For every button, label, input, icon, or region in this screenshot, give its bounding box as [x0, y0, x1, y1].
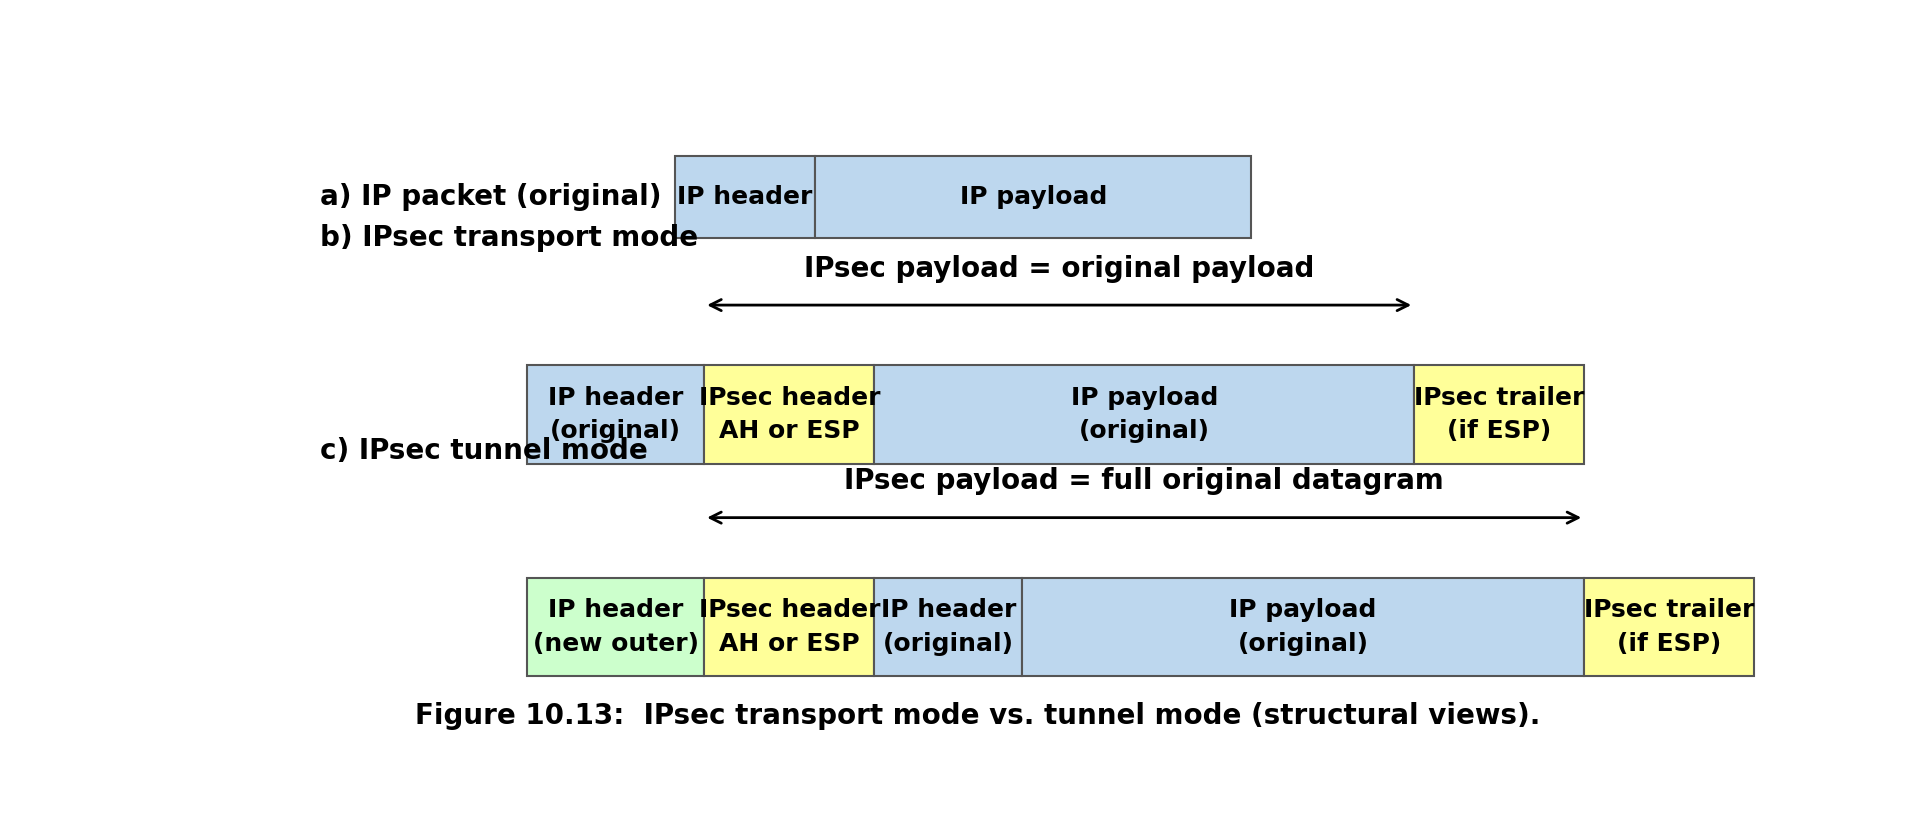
FancyBboxPatch shape	[873, 578, 1022, 677]
Text: IP header
(original): IP header (original)	[547, 386, 683, 443]
Text: Figure 10.13:  IPsec transport mode vs. tunnel mode (structural views).: Figure 10.13: IPsec transport mode vs. t…	[416, 702, 1539, 730]
Text: IPsec header
AH or ESP: IPsec header AH or ESP	[698, 598, 879, 656]
Text: IPsec trailer
(if ESP): IPsec trailer (if ESP)	[1413, 386, 1583, 443]
FancyBboxPatch shape	[675, 156, 814, 238]
Text: a) IP packet (original): a) IP packet (original)	[320, 183, 662, 211]
Text: IPsec header
AH or ESP: IPsec header AH or ESP	[698, 386, 879, 443]
Text: IP header
(new outer): IP header (new outer)	[532, 598, 698, 656]
FancyBboxPatch shape	[1583, 578, 1753, 677]
Text: b) IPsec transport mode: b) IPsec transport mode	[320, 224, 698, 252]
FancyBboxPatch shape	[1413, 365, 1583, 464]
Text: IPsec payload = original payload: IPsec payload = original payload	[803, 255, 1314, 283]
FancyBboxPatch shape	[704, 365, 873, 464]
Text: IPsec trailer
(if ESP): IPsec trailer (if ESP)	[1583, 598, 1753, 656]
Text: IPsec payload = full original datagram: IPsec payload = full original datagram	[845, 467, 1444, 495]
Text: IP payload
(original): IP payload (original)	[1070, 386, 1217, 443]
Text: IP header
(original): IP header (original)	[881, 598, 1015, 656]
Text: c) IPsec tunnel mode: c) IPsec tunnel mode	[320, 437, 646, 465]
Text: IP header: IP header	[677, 185, 812, 209]
FancyBboxPatch shape	[526, 365, 704, 464]
Text: IP payload: IP payload	[959, 185, 1106, 209]
FancyBboxPatch shape	[873, 365, 1413, 464]
FancyBboxPatch shape	[814, 156, 1251, 238]
FancyBboxPatch shape	[526, 578, 704, 677]
Text: IP payload
(original): IP payload (original)	[1228, 598, 1377, 656]
FancyBboxPatch shape	[704, 578, 873, 677]
FancyBboxPatch shape	[1022, 578, 1583, 677]
